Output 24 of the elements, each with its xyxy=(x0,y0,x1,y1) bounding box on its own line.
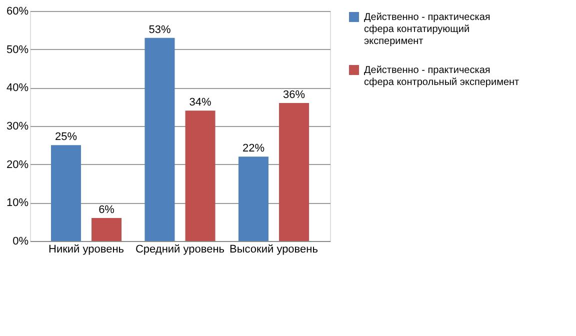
y-tick-label: 30% xyxy=(6,120,29,132)
bar xyxy=(144,38,175,241)
data-label: 22% xyxy=(242,142,265,155)
x-tick-label: Высокий уровень xyxy=(230,244,318,256)
bar xyxy=(279,103,310,241)
bar xyxy=(238,156,268,241)
data-label: 53% xyxy=(148,24,171,36)
x-tick-label: Средний уровень xyxy=(135,244,225,256)
y-tick-label: 10% xyxy=(6,197,29,210)
x-tick-label: Никий уровень xyxy=(48,244,124,256)
data-label: 36% xyxy=(283,89,306,101)
bar xyxy=(185,110,216,241)
y-tick-label: 60% xyxy=(6,6,29,18)
legend-label: Действенно - практическая сфера контрольный эксперимент xyxy=(364,65,520,88)
y-tick-label: 50% xyxy=(6,44,29,56)
legend-label: Действенно - практическая сфера контатирующий эксперимент xyxy=(364,12,490,47)
data-label: 25% xyxy=(54,131,78,144)
data-label: 6% xyxy=(98,204,115,216)
bar xyxy=(92,218,122,241)
bar xyxy=(50,145,81,241)
y-tick-label: 0% xyxy=(12,236,29,248)
y-tick-label: 20% xyxy=(6,158,29,171)
y-tick-label: 40% xyxy=(6,82,29,94)
data-label: 34% xyxy=(189,96,212,109)
